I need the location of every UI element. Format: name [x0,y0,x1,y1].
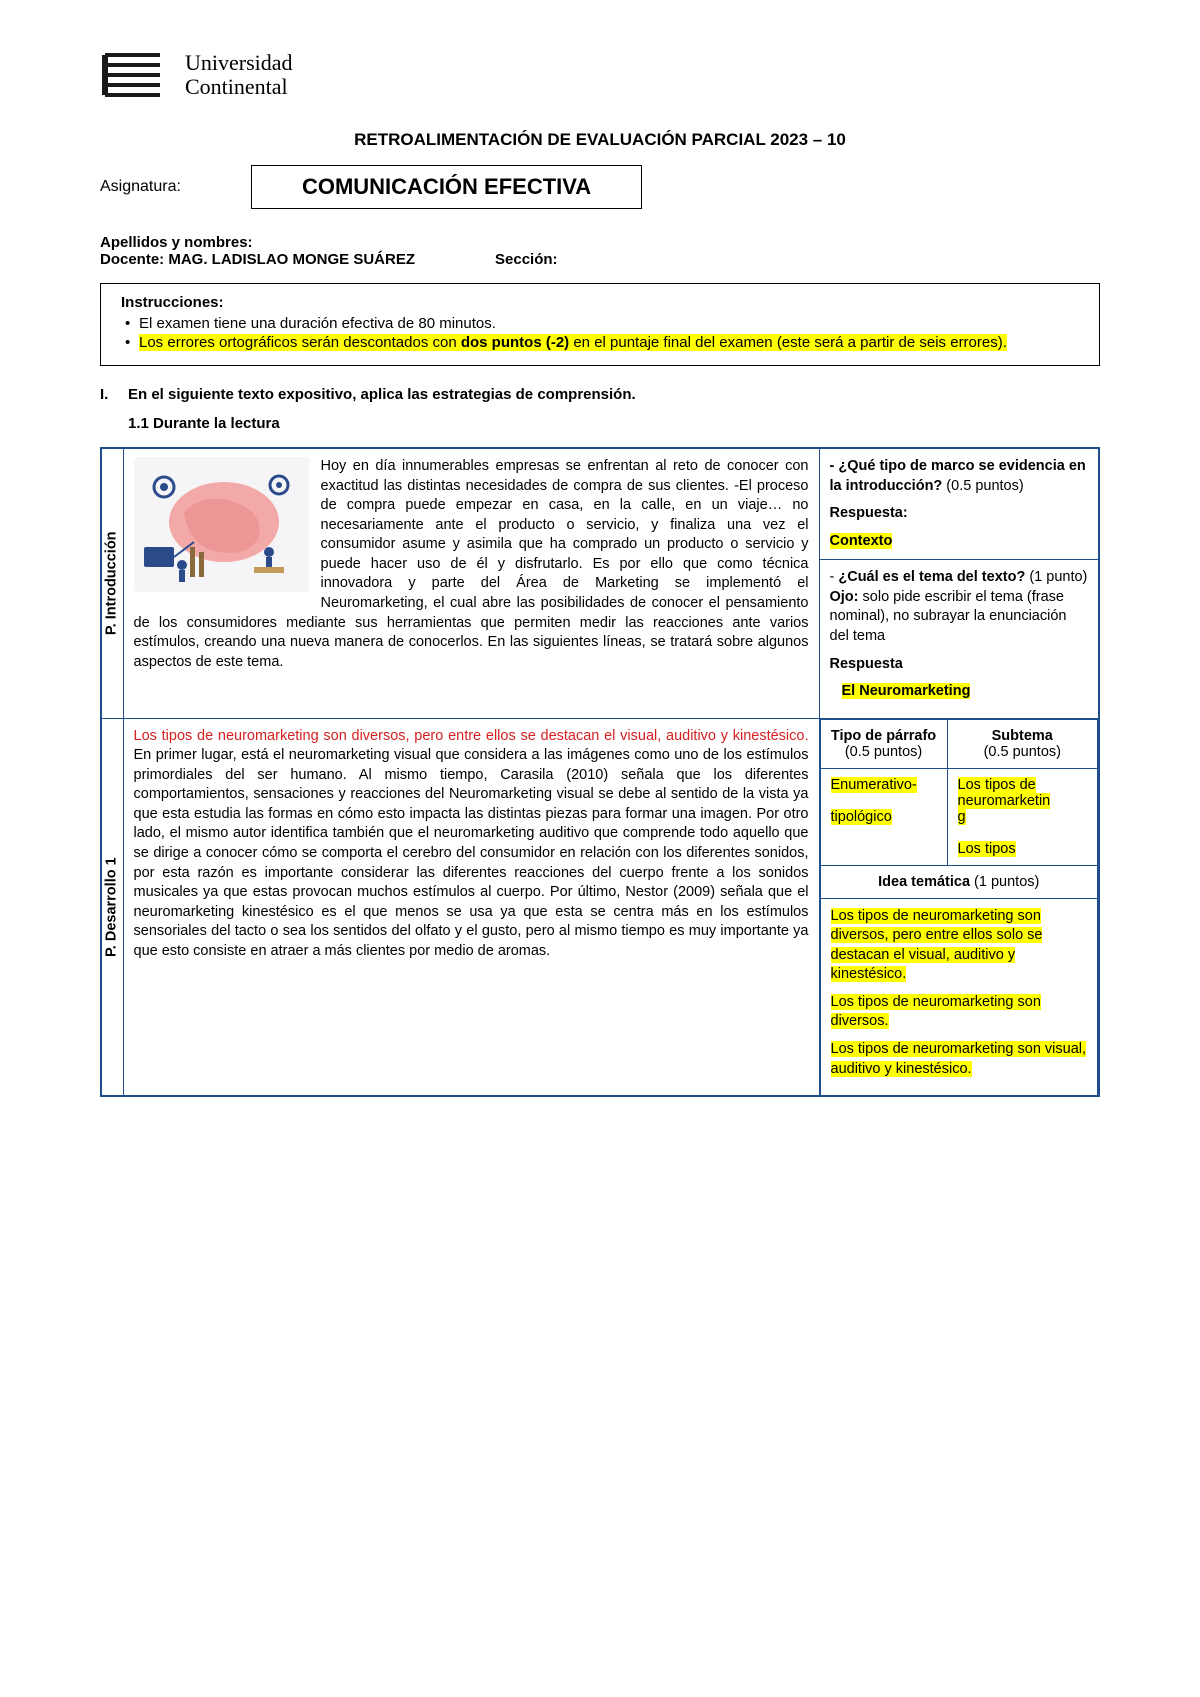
intro-answers: - ¿Qué tipo de marco se evidencia en la … [819,448,1099,718]
instruction-item: El examen tiene una duración efectiva de… [121,315,1079,332]
st-head: Subtema(0.5 puntos) [947,719,1097,768]
instruction-item: Los errores ortográficos serán descontad… [121,334,1079,351]
instructions-title: Instrucciones: [121,294,1079,311]
intro-cell: Hoy en día innumerables empresas se enfr… [123,448,819,718]
des1-rest: En primer lugar, está el neuromarketing … [134,747,809,959]
logo-block: Universidad Continental [100,50,1100,100]
q1b: - ¿Cuál es el tema del texto? (1 punto) … [830,568,1089,646]
content-table: P. Introducción [100,447,1100,1097]
st-ans: Los tipos de neuromarketin g Los tipos [947,768,1097,865]
instr-highlight: Los errores ortográficos serán descontad… [139,334,1007,351]
instructions-list: El examen tiene una duración efectiva de… [121,315,1079,351]
asignatura-box: COMUNICACIÓN EFECTIVA [251,165,642,209]
logo-text: Universidad Continental [185,51,293,99]
section-text: En el siguiente texto expositivo, aplica… [128,386,636,403]
resp-label-2: Respuesta [830,655,1089,675]
idea-head: Idea temática (1 puntos) [820,865,1098,898]
seccion-label: Sección: [495,251,558,268]
q1a: - ¿Qué tipo de marco se evidencia en la … [830,457,1089,496]
asignatura-row: Asignatura: COMUNICACIÓN EFECTIVA [100,165,1100,209]
ans-neuro: El Neuromarketing [830,682,1089,702]
section-1-heading: I. En el siguiente texto expositivo, apl… [100,386,1100,403]
row-label-des1: P. Desarrollo 1 [101,718,123,1096]
resp-label: Respuesta: [830,504,1089,524]
apellidos-label: Apellidos y nombres: [100,234,1100,251]
names-block: Apellidos y nombres: Docente: MAG. LADIS… [100,234,1100,268]
intro-row: P. Introducción [101,448,1099,718]
instructions-box: Instrucciones: El examen tiene una durac… [100,283,1100,366]
tp-ans: Enumerativo- tipológico [820,768,947,865]
des1-answers: Tipo de párrafo(0.5 puntos) Subtema(0.5 … [819,718,1099,1096]
logo-name: Universidad [185,51,293,75]
section-number: I. [100,386,118,403]
desarrollo1-row: P. Desarrollo 1 Los tipos de neuromarket… [101,718,1099,1096]
brain-illustration [134,457,309,592]
main-header: RETROALIMENTACIÓN DE EVALUACIÓN PARCIAL … [100,130,1100,150]
docente-label: Docente: MAG. LADISLAO MONGE SUÁREZ [100,251,415,268]
idea-answers: Los tipos de neuromarketing son diversos… [820,898,1098,1095]
subsection-11: 1.1 Durante la lectura [128,415,1100,432]
row-label-intro: P. Introducción [101,448,123,718]
des1-red: Los tipos de neuromarketing son diversos… [134,728,809,744]
des1-cell: Los tipos de neuromarketing son diversos… [123,718,819,1096]
tp-head: Tipo de párrafo(0.5 puntos) [820,719,947,768]
ans-contexto: Contexto [830,532,1089,552]
university-logo-icon [100,50,170,100]
asignatura-label: Asignatura: [100,178,181,196]
des1-sub-table: Tipo de párrafo(0.5 puntos) Subtema(0.5 … [820,719,1099,1096]
logo-sub: Continental [185,75,293,99]
